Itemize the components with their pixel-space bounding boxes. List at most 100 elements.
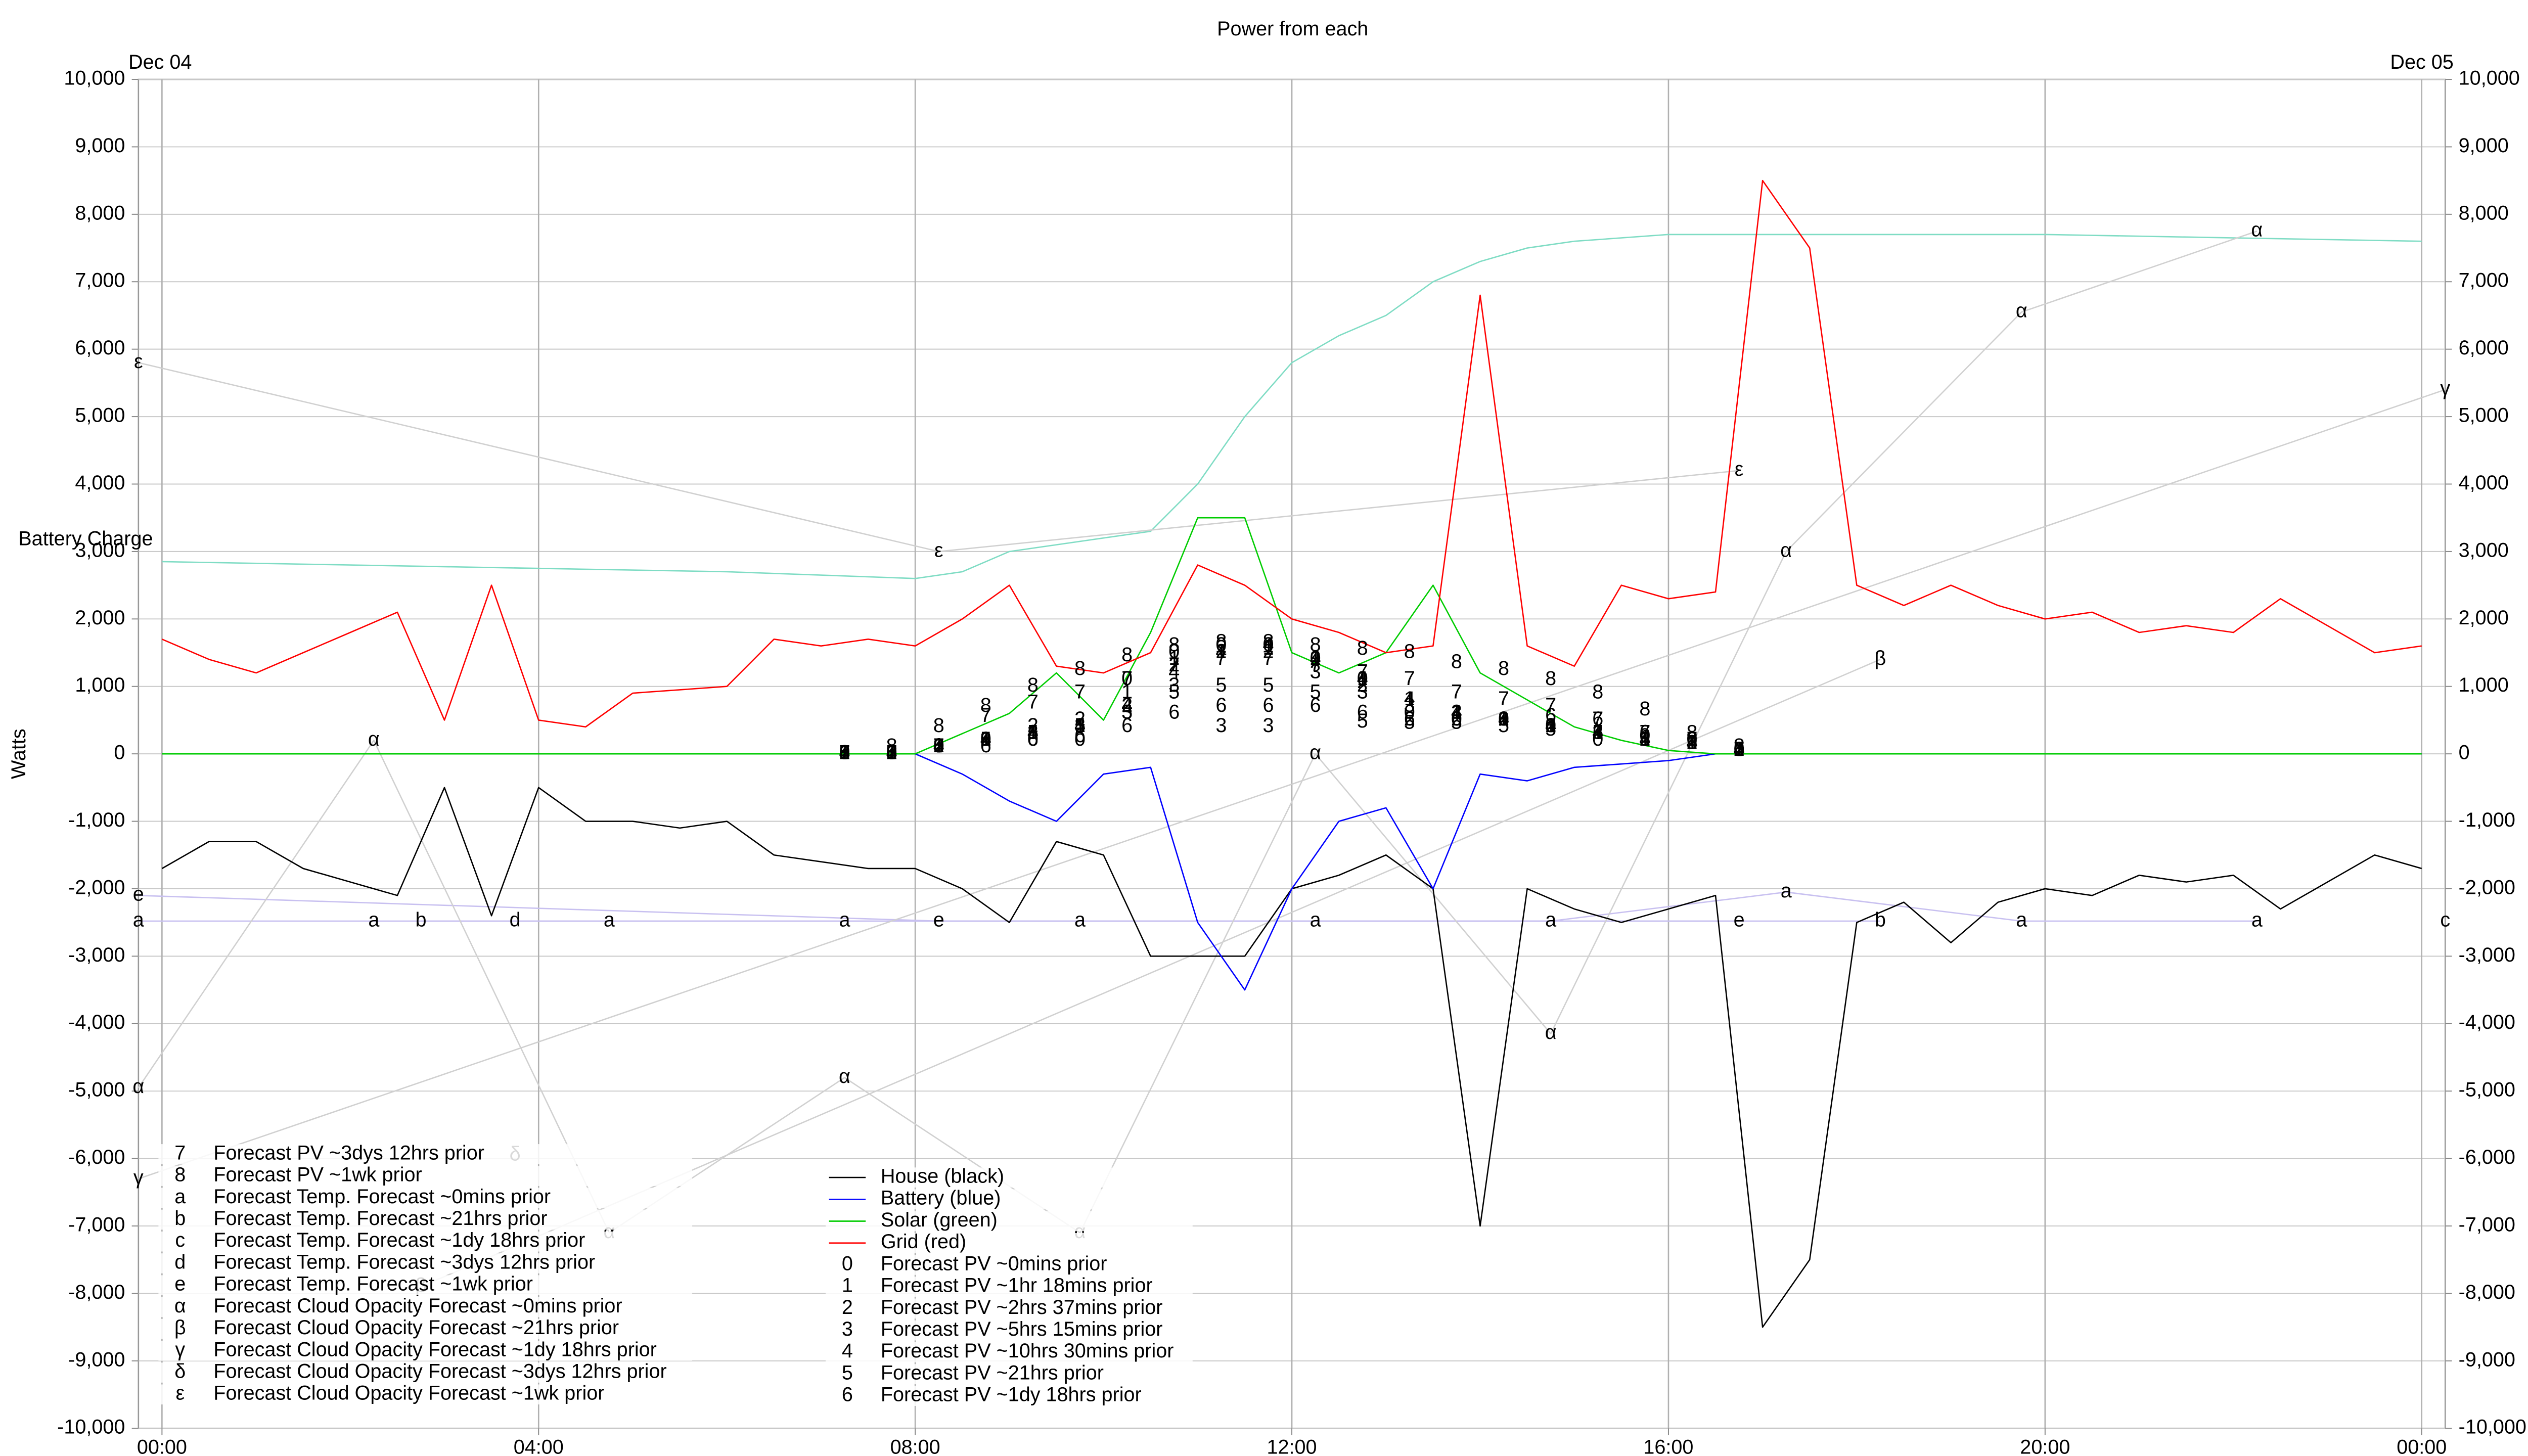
legend-marker: e [174, 1273, 186, 1295]
legend-entry-bg [825, 1211, 1193, 1232]
legend-label: Forecast Temp. Forecast ~21hrs prior [213, 1207, 547, 1230]
y-tick-label: 4,000 [75, 472, 125, 494]
y2-tick-label: 10,000 [2459, 67, 2520, 89]
point-marker: 5 [1121, 701, 1133, 723]
legend-marker: δ [174, 1360, 186, 1383]
point-marker: 5 [1686, 732, 1697, 754]
point-marker: a [368, 908, 380, 931]
legend-entry-bg [825, 1255, 1193, 1275]
point-marker: α [1780, 539, 1792, 561]
point-marker: 4 [1074, 714, 1086, 737]
legend-label: Forecast PV ~5hrs 15mins prior [881, 1318, 1163, 1340]
point-marker: 7 [1121, 667, 1133, 690]
point-marker: 6 [1451, 708, 1462, 730]
point-marker: 3 [839, 742, 850, 764]
point-marker: 2 [1310, 647, 1321, 669]
point-marker: 1 [1451, 701, 1462, 723]
legend-marker: β [174, 1316, 186, 1339]
point-marker: 0 [1074, 728, 1086, 750]
y2-tick-label: -3,000 [2459, 944, 2515, 966]
point-marker: 0 [839, 742, 850, 764]
series-line [162, 517, 2422, 755]
y-tick-label: 1,000 [75, 674, 125, 696]
y-axis-label: Watts [8, 729, 30, 779]
chart-title: Power from each [1217, 18, 1368, 40]
legend-entry-bg [825, 1189, 1193, 1210]
point-marker: 5 [980, 728, 991, 750]
y-tick-label: -8,000 [68, 1281, 125, 1303]
forecast-line [138, 389, 2446, 1179]
x-tick-label: 08:00 [890, 1436, 940, 1456]
point-marker: γ [2440, 377, 2450, 399]
y-tick-label: -10,000 [57, 1416, 125, 1438]
point-marker: a [2016, 908, 2027, 931]
point-marker: 2 [1357, 674, 1368, 696]
legend-marker: 2 [842, 1296, 853, 1318]
point-marker: 0 [1498, 708, 1509, 730]
point-marker: 2 [1639, 728, 1650, 750]
legend-label: Forecast Temp. Forecast ~1dy 18hrs prior [213, 1229, 585, 1251]
point-marker: α [2251, 219, 2263, 241]
point-marker: 2 [1027, 714, 1039, 737]
point-marker: 7 [1027, 691, 1039, 713]
point-marker: c [2440, 908, 2450, 931]
point-marker: 8 [1639, 698, 1650, 720]
point-marker: 4 [1639, 728, 1650, 750]
legend-marker: c [175, 1229, 185, 1251]
legend-marker: 8 [174, 1164, 186, 1186]
point-marker: 5 [1357, 710, 1368, 732]
point-marker: 7 [1451, 681, 1462, 703]
point-marker: α [368, 728, 380, 750]
point-marker: 5 [1592, 721, 1603, 744]
point-marker: a [133, 908, 145, 931]
point-marker: a [604, 908, 615, 931]
y2-tick-label: 5,000 [2459, 404, 2509, 427]
point-marker: 8 [1215, 630, 1227, 652]
point-marker: 5 [933, 735, 944, 757]
point-marker: 0 [1639, 724, 1650, 747]
y2-tick-label: -10,000 [2459, 1416, 2526, 1438]
legend-marker: a [174, 1186, 186, 1208]
legend-label: Forecast Cloud Opacity Forecast ~1dy 18h… [213, 1338, 657, 1360]
legend-entry-bg [158, 1253, 693, 1273]
point-marker: 8 [886, 735, 897, 757]
point-marker: 7 [1686, 728, 1697, 750]
point-marker: 7 [839, 742, 850, 764]
point-marker: 3 [1121, 701, 1133, 723]
point-marker: 2 [886, 742, 897, 764]
point-marker: 3 [1404, 694, 1415, 716]
point-marker: e [1734, 908, 1745, 931]
point-marker: 3 [1545, 714, 1556, 737]
point-marker: 7 [1498, 688, 1509, 710]
point-marker: 4 [1545, 714, 1556, 737]
x-tick-label: 16:00 [1643, 1436, 1693, 1456]
legend-label: Forecast Cloud Opacity Forecast ~3dys 12… [213, 1360, 666, 1383]
y-tick-label: 5,000 [75, 404, 125, 427]
point-marker: a [2251, 908, 2263, 931]
point-marker: 3 [1639, 728, 1650, 750]
point-marker: 1 [886, 742, 897, 764]
point-marker: 6 [1592, 708, 1603, 730]
legend-label: Solar (green) [881, 1209, 998, 1231]
y-tick-label: -1,000 [68, 809, 125, 831]
y2-tick-label: 6,000 [2459, 337, 2509, 359]
forecast-line [138, 894, 1739, 922]
y2-tick-label: 7,000 [2459, 269, 2509, 292]
point-marker: e [933, 908, 944, 931]
point-marker: 0 [886, 742, 897, 764]
point-marker: 8 [1121, 644, 1133, 666]
point-marker: 6 [1734, 738, 1745, 760]
date-start: Dec 04 [128, 51, 192, 73]
point-marker: 3 [1168, 674, 1180, 696]
point-marker: b [1875, 908, 1886, 931]
y2-tick-label: 2,000 [2459, 607, 2509, 629]
point-marker: 8 [839, 742, 850, 764]
point-marker: 1 [1686, 732, 1697, 754]
point-marker: d [510, 908, 521, 931]
y-tick-label: -6,000 [68, 1146, 125, 1168]
point-marker: 2 [1734, 738, 1745, 760]
legend-label: Forecast PV ~10hrs 30mins prior [881, 1340, 1174, 1362]
legend-label: Forecast PV ~0mins prior [881, 1252, 1107, 1275]
point-marker: 2 [1592, 721, 1603, 744]
